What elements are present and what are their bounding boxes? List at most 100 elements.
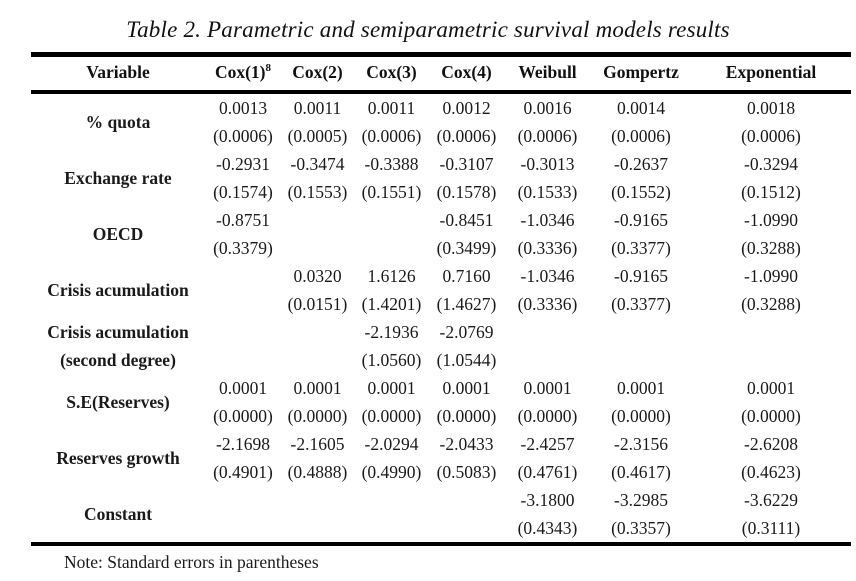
- coefficient-value: 0.0014: [616, 98, 666, 118]
- coefficient-value: -1.0346: [520, 210, 575, 230]
- value-cell: 0.0013 (0.0006): [205, 92, 281, 150]
- standard-error-value: (0.0006): [361, 126, 422, 146]
- standard-error-value: (0.0005): [287, 126, 348, 146]
- standard-error-value: [281, 234, 354, 262]
- standard-error-value: (0.0006): [517, 126, 578, 146]
- coefficient-value: [354, 486, 429, 514]
- variable-label-cell: Crisis acumulation (second degree): [31, 318, 205, 374]
- value-cell: 0.0320 (0.0151): [281, 262, 354, 318]
- results-table: Variable Cox(1)8 Cox(2) Cox(3) Cox(4) We…: [31, 52, 851, 546]
- value-cell: -0.3107 (0.1578): [429, 150, 504, 206]
- coefficient-value: -3.2985: [614, 490, 668, 510]
- value-cell: -1.0990 (0.3288): [691, 206, 851, 262]
- standard-error-value: (1.0544): [436, 350, 497, 370]
- col-header-label: Weibull: [518, 62, 577, 82]
- standard-error-value: (0.3377): [611, 238, 671, 258]
- coefficient-value: -1.0990: [744, 266, 798, 286]
- coefficient-value: 0.0001: [616, 378, 666, 398]
- value-cell: [205, 262, 281, 318]
- coefficient-value: [691, 318, 851, 346]
- coefficient-value: [281, 318, 354, 346]
- coefficient-value: 0.0001: [218, 378, 268, 398]
- table-row: Constant -3.1800 (0.4343) -3.2985 (0.3357) -3…: [31, 486, 851, 544]
- standard-error-value: (0.0006): [741, 126, 801, 146]
- variable-label: Exchange rate: [64, 168, 172, 188]
- variable-label-cell: S.E(Reserves): [31, 374, 205, 430]
- standard-error-value: (0.3288): [741, 294, 801, 314]
- coefficient-value: 0.0018: [746, 98, 796, 118]
- standard-error-value: (1.0560): [361, 350, 422, 370]
- coefficient-value: [591, 318, 691, 346]
- value-cell: -0.3474 (0.1553): [281, 150, 354, 206]
- standard-error-value: (0.0006): [213, 126, 273, 146]
- col-header-cox1: Cox(1)8: [205, 54, 281, 94]
- standard-error-value: (0.1533): [517, 182, 578, 202]
- standard-error-value: (0.4623): [741, 462, 801, 482]
- table-row: Crisis acumulation 0.0320 (0.0151) 1.6126 (1…: [31, 262, 851, 318]
- variable-label: OECD: [92, 224, 144, 244]
- value-cell: 0.0001 (0.0000): [504, 374, 591, 430]
- coefficient-value: -2.0433: [439, 434, 494, 454]
- standard-error-value: (0.3377): [611, 294, 671, 314]
- coefficient-value: -0.3474: [290, 154, 345, 174]
- coefficient-value: 0.0001: [293, 378, 342, 398]
- value-cell: [205, 318, 281, 374]
- standard-error-value: (0.0000): [436, 406, 497, 426]
- value-cell: -0.2637 (0.1552): [591, 150, 691, 206]
- header-row: Variable Cox(1)8 Cox(2) Cox(3) Cox(4) We…: [31, 54, 851, 94]
- col-header-weibull: Weibull: [504, 54, 591, 94]
- value-cell: -2.1936 (1.0560): [354, 318, 429, 374]
- variable-label: (second degree): [60, 350, 176, 370]
- standard-error-value: (0.1553): [287, 182, 348, 202]
- value-cell: 0.0001 (0.0000): [429, 374, 504, 430]
- standard-error-value: (0.1552): [611, 182, 671, 202]
- coefficient-value: -0.3013: [520, 154, 575, 174]
- coefficient-value: -0.9165: [614, 266, 668, 286]
- value-cell: [691, 318, 851, 374]
- standard-error-value: (0.4617): [611, 462, 671, 482]
- col-header-gompertz: Gompertz: [591, 54, 691, 94]
- value-cell: [281, 206, 354, 262]
- value-cell: -2.0433 (0.5083): [429, 430, 504, 486]
- coefficient-value: -3.1800: [520, 490, 575, 510]
- table-row: OECD -0.8751 (0.3379) -0.8451 (0.3499) -1.034…: [31, 206, 851, 262]
- value-cell: 1.6126 (1.4201): [354, 262, 429, 318]
- value-cell: 0.0001 (0.0000): [691, 374, 851, 430]
- standard-error-value: (0.1574): [213, 182, 273, 202]
- standard-error-value: (0.4901): [213, 462, 273, 482]
- standard-error-value: [354, 514, 429, 542]
- value-cell: -1.0346 (0.3336): [504, 206, 591, 262]
- standard-error-value: (0.3111): [741, 518, 801, 538]
- value-cell: -0.3388 (0.1551): [354, 150, 429, 206]
- value-cell: [281, 318, 354, 374]
- col-header-label: Cox(1): [214, 62, 266, 82]
- value-cell: 0.0001 (0.0000): [354, 374, 429, 430]
- coefficient-value: -2.1936: [364, 322, 419, 342]
- variable-label: % quota: [85, 112, 151, 132]
- value-cell: -3.2985 (0.3357): [591, 486, 691, 544]
- coefficient-value: 0.0001: [367, 378, 416, 398]
- standard-error-value: [591, 346, 691, 374]
- value-cell: 0.7160 (1.4627): [429, 262, 504, 318]
- standard-error-value: (0.3336): [517, 238, 578, 258]
- coefficient-value: [205, 486, 281, 514]
- value-cell: [354, 486, 429, 544]
- value-cell: -1.0990 (0.3288): [691, 262, 851, 318]
- col-header-cox4: Cox(4): [429, 54, 504, 94]
- standard-error-value: (0.0000): [213, 406, 273, 426]
- standard-error-value: (0.1512): [741, 182, 801, 202]
- value-cell: [205, 486, 281, 544]
- value-cell: -2.6208 (0.4623): [691, 430, 851, 486]
- value-cell: [429, 486, 504, 544]
- value-cell: [281, 486, 354, 544]
- standard-error-value: [281, 346, 354, 374]
- coefficient-value: -0.9165: [614, 210, 668, 230]
- standard-error-value: (0.0000): [517, 406, 578, 426]
- value-cell: 0.0016 (0.0006): [504, 92, 591, 150]
- value-cell: -2.3156 (0.4617): [591, 430, 691, 486]
- standard-error-value: (0.0006): [436, 126, 497, 146]
- coefficient-value: -2.1698: [216, 434, 270, 454]
- col-header-label: Exponential: [725, 62, 817, 82]
- standard-error-value: [691, 346, 851, 374]
- coefficient-value: -0.3388: [364, 154, 419, 174]
